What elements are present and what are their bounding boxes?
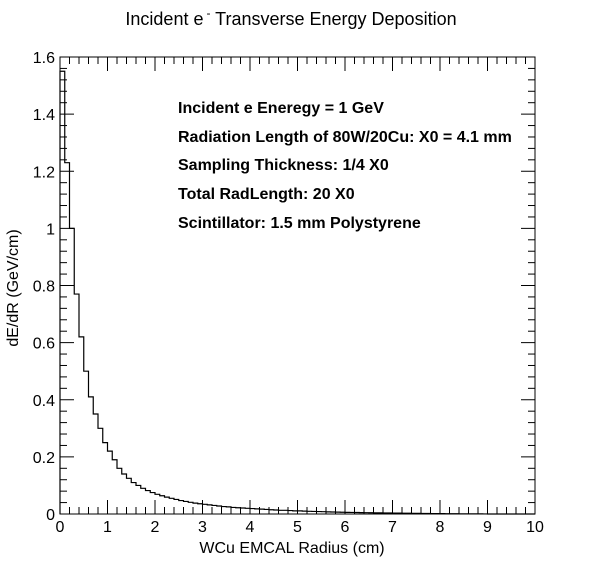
y-tick-label: 1 <box>46 221 55 238</box>
x-tick-label: 7 <box>388 519 397 536</box>
x-axis: 0 1 2 3 4 5 6 7 8 9 10 <box>56 500 544 536</box>
x-tick-label: 9 <box>483 519 492 536</box>
x-tick-label: 6 <box>341 519 350 536</box>
x-tick-label: 10 <box>526 519 544 536</box>
x-tick-label: 0 <box>56 519 65 536</box>
right-axis-ticks <box>521 56 535 515</box>
y-tick-label: 0.4 <box>33 393 55 410</box>
y-tick-label: 1.2 <box>33 164 55 181</box>
x-tick-label: 2 <box>151 519 160 536</box>
annotation-line-4: Total RadLength: 20 X0 <box>178 186 355 203</box>
chart-title: Incident e- Transverse Energy Deposition <box>125 6 456 29</box>
x-tick-label: 4 <box>246 519 255 536</box>
y-tick-label: 1.4 <box>33 107 55 124</box>
annotation-line-3: Sampling Thickness: 1/4 X0 <box>178 157 389 174</box>
x-axis-title: WCu EMCAL Radius (cm) <box>199 540 384 557</box>
annotation-line-2: Radiation Length of 80W/20Cu: X0 = 4.1 m… <box>178 129 512 146</box>
x-tick-label: 5 <box>293 519 302 536</box>
y-tick-label: 1.6 <box>33 50 55 67</box>
y-axis-title: dE/dR (GeV/cm) <box>5 229 22 346</box>
y-tick-label: 0.6 <box>33 336 55 353</box>
y-tick-label: 0 <box>46 507 55 524</box>
y-tick-label: 0.2 <box>33 450 55 467</box>
histogram-series <box>59 70 535 515</box>
annotation-line-5: Scintillator: 1.5 mm Polystyrene <box>178 215 421 232</box>
y-tick-label: 0.8 <box>33 279 55 296</box>
annotation-block: Incident e Eneregy = 1 GeV Radiation Len… <box>178 100 512 232</box>
x-tick-label: 1 <box>103 519 112 536</box>
x-tick-label: 8 <box>436 519 445 536</box>
x-tick-label: 3 <box>198 519 207 536</box>
annotation-line-1: Incident e Eneregy = 1 GeV <box>178 100 384 117</box>
y-axis: 0 0.2 0.4 0.6 0.8 1 1.2 1.4 1.6 <box>33 50 74 524</box>
